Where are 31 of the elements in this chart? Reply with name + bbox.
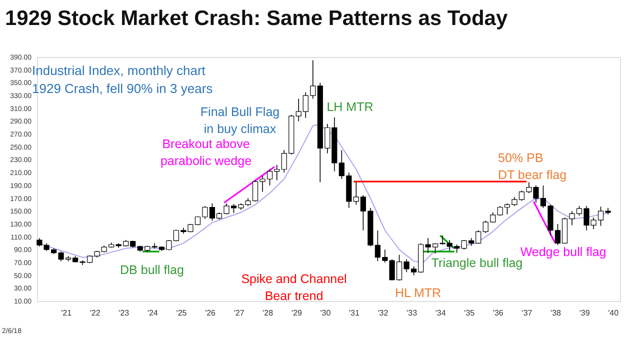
x-tick-label: '40 [608,308,620,318]
x-tick-label: '38 [550,308,562,318]
x-tick-label: '30 [320,308,332,318]
x-tick-label: '21 [61,308,72,318]
x-tick-label: '23 [118,308,130,318]
annotation: Triangle bull flag [431,256,523,270]
x-tick-label: '25 [176,308,188,318]
annotation: LH MTR [326,100,374,114]
text: Industrial Index, monthly chart 1929 Crash, fell 90% in 3 years [32,63,214,96]
x-tick-label: '28 [262,308,274,318]
x-tick-label: '24 [147,308,158,318]
x-tick-label: '32 [378,308,389,318]
x-tick-label: '27 [234,308,245,318]
x-tick-label: '39 [579,308,590,318]
x-tick-label: '35 [464,308,476,318]
x-tick-label: '36 [492,308,504,318]
annotation: Spike and Channel Bear trend [241,272,347,303]
annotation: DB bull flag [120,263,184,277]
annotation: HL MTR [394,286,442,300]
x-tick-label: '33 [406,308,418,318]
annotation: Final Bull Flag in buy climax [200,105,280,136]
annotation: Wedge bull flag [520,245,606,260]
x-tick-label: '31 [349,308,360,318]
annotation: 50% PB DT bear flag [498,151,567,182]
x-tick-label: '26 [205,308,216,318]
x-tick-label: '22 [90,308,101,318]
x-tick-label: '37 [522,308,533,318]
x-tick-label: '29 [291,308,302,318]
annotation: Breakout above parabolic wedge [160,137,252,168]
x-tick-label: '34 [435,308,446,318]
chart-title: 1929 Stock Market Crash: Same Patterns as Today [5,7,508,30]
